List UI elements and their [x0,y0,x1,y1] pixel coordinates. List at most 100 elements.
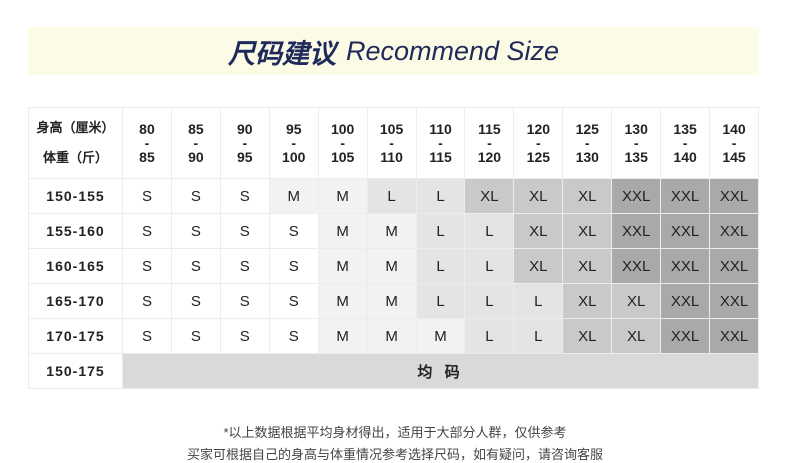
range-dash: - [144,135,150,151]
size-cell: M [366,283,417,319]
size-cell: S [219,318,270,354]
weight-column-header: 80-85 [122,107,172,179]
size-cell: S [219,178,270,214]
size-cell: XXL [709,213,759,249]
size-cell: S [219,248,270,284]
range-dash: - [389,135,394,151]
height-cell: 150-175 [28,353,123,389]
size-cell: XXL [709,248,759,284]
size-cell: M [366,318,417,354]
size-cell: S [122,283,172,319]
weight-min: 110 [429,121,452,137]
weight-max: 115 [429,149,452,165]
range-dash: - [584,135,590,151]
size-cell: XL [562,283,613,319]
size-cell: S [268,248,319,284]
size-cell: S [170,318,221,354]
size-cell: M [366,248,417,284]
weight-min: 115 [478,121,501,137]
weight-max: 145 [722,149,746,165]
size-cell: L [415,283,466,319]
weight-max: 130 [575,149,599,165]
table-row: 160-165 S S S S M M L L XL XL XXL XXL XXL [28,248,759,284]
footer-note-2: 买家可根据自己的身高与体重情况参考选择尺码，如有疑问，请咨询客服 [186,447,603,462]
size-cell: XL [562,248,613,284]
weight-max: 100 [282,149,306,165]
size-cell: S [219,213,270,249]
size-cell: S [170,283,221,319]
size-cell: XXL [611,213,662,249]
size-cell: L [464,213,515,249]
weight-max: 95 [237,149,253,165]
table-row: 170-175 S S S S M M M L L XL XL XXL XXL [28,318,759,354]
range-dash: - [242,135,248,151]
title-cn: 尺码建议 [227,38,336,69]
size-cell: M [268,178,319,214]
table-row: 155-160 S S S S M M L L XL XL XXL XXL XXL [28,213,759,249]
weight-label: 体重（斤） [42,150,108,165]
weight-column-header: 140-145 [709,107,759,179]
weight-column-header: 110-115 [415,107,466,179]
weight-column-header: 120-125 [513,107,564,179]
size-cell: L [415,213,466,249]
size-cell: XL [562,213,613,249]
size-cell: S [170,213,221,249]
size-cell: L [415,178,466,214]
size-cell: S [122,178,172,214]
weight-column-header: 115-120 [464,107,515,179]
weight-max: 90 [188,149,204,165]
size-cell: S [122,318,172,354]
size-cell: S [122,248,172,284]
size-cell: L [513,318,564,354]
weight-min: 100 [330,121,355,137]
size-cell: S [122,213,172,249]
one-size-cell: 均 码 [122,353,759,389]
weight-min: 120 [526,121,551,137]
weight-min: 135 [673,121,697,137]
range-dash: - [633,135,639,151]
size-cell: XL [611,318,662,354]
size-cell: S [268,318,319,354]
size-cell: L [366,178,417,214]
size-cell: S [219,283,270,319]
size-cell: L [415,248,466,284]
size-cell: XL [464,178,515,214]
weight-min: 95 [285,121,302,137]
range-dash: - [682,135,688,151]
size-cell: M [366,213,417,249]
size-cell: S [170,178,221,214]
weight-min: 105 [379,121,404,137]
range-dash: - [340,135,345,151]
range-dash: - [438,135,443,151]
size-chart-table: 身高（厘米） 体重（斤） 80-85 85-90 90-95 95-100 100-105 1… [28,107,759,389]
weight-column-header: 100-105 [317,107,368,179]
weight-column-header: 130-135 [611,107,662,179]
size-cell: M [415,318,466,354]
weight-column-header: 95-100 [268,107,319,179]
title-en: Recommend Size [345,35,560,66]
range-dash: - [291,135,297,151]
weight-max: 135 [624,149,648,165]
height-cell: 170-175 [28,318,123,354]
range-dash: - [536,135,541,151]
range-dash: - [193,135,199,151]
size-cell: S [268,283,319,319]
size-cell: XL [513,248,564,284]
size-cell: XXL [660,283,711,319]
range-dash: - [487,135,492,151]
height-cell: 160-165 [28,248,123,284]
weight-max: 125 [526,149,551,165]
size-cell: XL [513,178,564,214]
weight-max: 85 [139,149,155,165]
size-cell: M [317,213,368,249]
height-cell: 150-155 [28,178,123,214]
size-cell: XL [562,318,613,354]
weight-column-header: 135-140 [660,107,711,179]
header-row: 身高（厘米） 体重（斤） 80-85 85-90 90-95 95-100 100-105 1… [28,107,759,179]
weight-max: 120 [477,149,502,165]
weight-column-header: 90-95 [219,107,270,179]
height-cell: 165-170 [28,283,123,319]
weight-min: 90 [237,121,253,137]
size-cell: L [464,283,515,319]
weight-max: 110 [380,149,403,165]
